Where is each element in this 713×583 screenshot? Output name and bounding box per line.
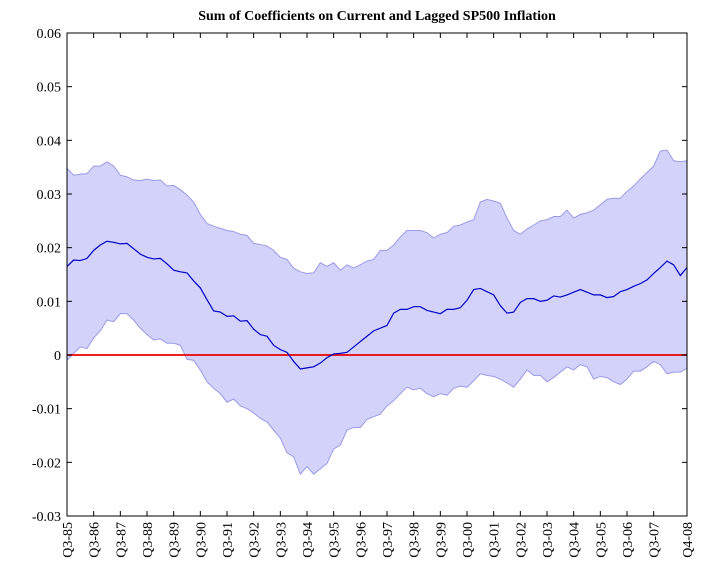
chart-title: Sum of Coefficients on Current and Lagge… bbox=[198, 9, 556, 24]
x-tick-label: Q3-89 bbox=[168, 522, 183, 558]
x-tick-label: Q3-88 bbox=[141, 522, 156, 558]
x-tick-label: Q3-95 bbox=[328, 522, 343, 558]
y-tick-label: -0.01 bbox=[32, 403, 61, 418]
x-tick-label: Q3-02 bbox=[514, 522, 529, 558]
y-tick-label: 0 bbox=[54, 349, 61, 364]
y-tick-label: 0.01 bbox=[37, 295, 62, 310]
x-tick-label: Q3-07 bbox=[648, 522, 663, 558]
band-lower-edge bbox=[66, 313, 688, 476]
x-tick-label: Q3-03 bbox=[541, 522, 556, 558]
band-upper-edge bbox=[66, 149, 688, 274]
y-tick-label: 0.05 bbox=[37, 81, 62, 96]
x-tick-label: Q4-08 bbox=[681, 522, 696, 558]
x-tick-label: Q3-93 bbox=[274, 522, 289, 558]
y-tick-label: -0.03 bbox=[32, 510, 61, 525]
y-tick-label: -0.02 bbox=[32, 456, 61, 471]
series-line bbox=[66, 240, 688, 370]
x-tick-label: Q3-99 bbox=[434, 522, 449, 558]
y-tick-label: 0.06 bbox=[37, 27, 62, 42]
x-tick-label: Q3-01 bbox=[488, 522, 503, 558]
x-tick-label: Q3-04 bbox=[568, 522, 583, 558]
x-tick-label: Q3-05 bbox=[594, 522, 609, 558]
x-tick-label: Q3-96 bbox=[354, 522, 369, 558]
y-tick-label: 0.03 bbox=[37, 188, 62, 203]
x-tick-label: Q3-91 bbox=[221, 522, 236, 558]
x-tick-label: Q3-86 bbox=[88, 522, 103, 558]
x-tick-label: Q3-98 bbox=[408, 522, 423, 558]
x-tick-label: Q3-92 bbox=[248, 522, 263, 558]
confidence-band bbox=[67, 149, 687, 475]
x-tick-label: Q3-90 bbox=[194, 522, 209, 558]
y-tick-label: 0.02 bbox=[37, 242, 62, 257]
y-tick-label: 0.04 bbox=[37, 134, 62, 149]
x-tick-label: Q3-97 bbox=[381, 522, 396, 558]
x-tick-label: Q3-94 bbox=[301, 522, 316, 558]
x-tick-label: Q3-87 bbox=[114, 522, 129, 558]
x-tick-label: Q3-06 bbox=[621, 522, 636, 558]
x-tick-label: Q3-85 bbox=[61, 522, 76, 558]
plot-frame bbox=[66, 32, 688, 517]
x-tick-label: Q3-00 bbox=[461, 522, 476, 558]
